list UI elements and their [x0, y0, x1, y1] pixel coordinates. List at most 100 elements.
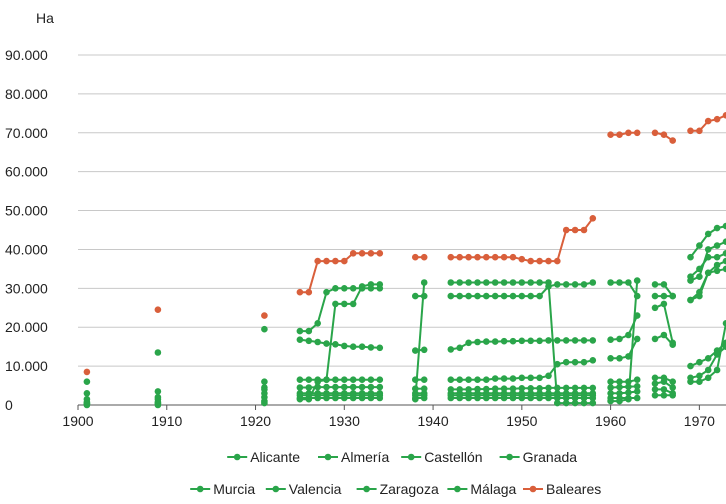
data-point [536, 385, 543, 392]
data-point [616, 390, 623, 397]
data-point [367, 344, 375, 351]
data-point [580, 399, 588, 407]
data-point [589, 392, 597, 399]
data-point [616, 378, 623, 386]
series-line [610, 390, 638, 395]
data-point [580, 392, 588, 399]
data-point [349, 383, 357, 391]
data-point [332, 376, 339, 384]
data-point [580, 281, 588, 288]
data-point [332, 341, 339, 348]
data-point [261, 325, 268, 333]
data-point [580, 337, 588, 344]
data-point [660, 386, 668, 393]
data-point [483, 376, 490, 384]
data-point [696, 372, 703, 380]
y-tick-label: 20.000 [5, 319, 48, 335]
series-line [299, 287, 380, 333]
data-point [616, 279, 623, 286]
data-point [491, 292, 499, 300]
data-point [669, 341, 676, 349]
data-point [704, 246, 712, 253]
data-point [669, 292, 676, 300]
data-point [625, 279, 632, 286]
data-point [633, 277, 641, 284]
data-point [314, 320, 322, 327]
data-point [358, 283, 366, 290]
data-point [349, 392, 357, 399]
data-point [651, 129, 659, 137]
legend-marker [324, 453, 332, 461]
data-point [491, 392, 499, 399]
data-point [358, 250, 366, 257]
gridlines [78, 54, 726, 367]
data-point [527, 257, 534, 265]
data-point [261, 384, 268, 391]
data-point [261, 312, 268, 319]
legend-label: Valencia [289, 481, 342, 497]
data-point [305, 337, 313, 345]
data-point [154, 393, 162, 401]
data-point [154, 401, 162, 409]
data-point [625, 395, 632, 403]
data-point [500, 375, 508, 382]
x-tick-label: 1950 [506, 413, 537, 429]
data-point [447, 376, 455, 384]
data-point [536, 374, 543, 382]
data-point [527, 279, 534, 286]
data-point [358, 392, 366, 399]
data-point [483, 338, 490, 345]
series-line [299, 338, 380, 349]
data-point [536, 337, 543, 345]
data-point [500, 292, 508, 300]
data-point [633, 376, 641, 384]
data-point [518, 255, 526, 263]
legend-item-castellón: Castellón [401, 449, 483, 465]
data-point [518, 385, 526, 392]
data-point [154, 306, 162, 314]
data-point [465, 292, 472, 300]
y-axis-label: Ha [36, 10, 54, 26]
data-point [341, 376, 348, 384]
data-point [607, 378, 614, 386]
data-point [580, 358, 588, 366]
data-point [633, 394, 641, 402]
data-point [296, 327, 304, 335]
x-tick-label: 1930 [329, 413, 360, 429]
data-point [314, 378, 322, 386]
data-point [341, 392, 348, 399]
data-point [83, 390, 91, 397]
data-point [483, 392, 490, 399]
legend-label: Alicante [250, 449, 300, 465]
legend-label: Almería [341, 449, 389, 465]
data-point [509, 292, 517, 300]
data-point [474, 376, 481, 384]
x-tick-label: 1920 [240, 413, 271, 429]
data-point [483, 292, 490, 300]
data-point [376, 383, 384, 391]
series-alicante [83, 265, 726, 395]
data-point [314, 257, 322, 265]
legend-item-zaragoza: Zaragoza [356, 481, 439, 497]
data-point [625, 353, 632, 360]
legend-label: Murcia [213, 481, 255, 497]
data-point [83, 378, 91, 386]
y-tick-label: 70.000 [5, 125, 48, 141]
data-point [474, 292, 481, 300]
data-point [633, 129, 641, 137]
data-point [616, 397, 623, 405]
data-point [420, 279, 428, 286]
data-point [349, 376, 357, 384]
data-point [545, 257, 552, 265]
data-point [660, 392, 668, 399]
data-point [625, 331, 632, 339]
data-point [456, 279, 464, 286]
data-point [696, 127, 703, 135]
data-point [660, 131, 668, 138]
data-point [625, 129, 632, 137]
data-point [358, 383, 366, 391]
data-point [500, 253, 508, 261]
data-point [296, 395, 304, 403]
data-point [633, 388, 641, 395]
data-point [527, 292, 534, 300]
